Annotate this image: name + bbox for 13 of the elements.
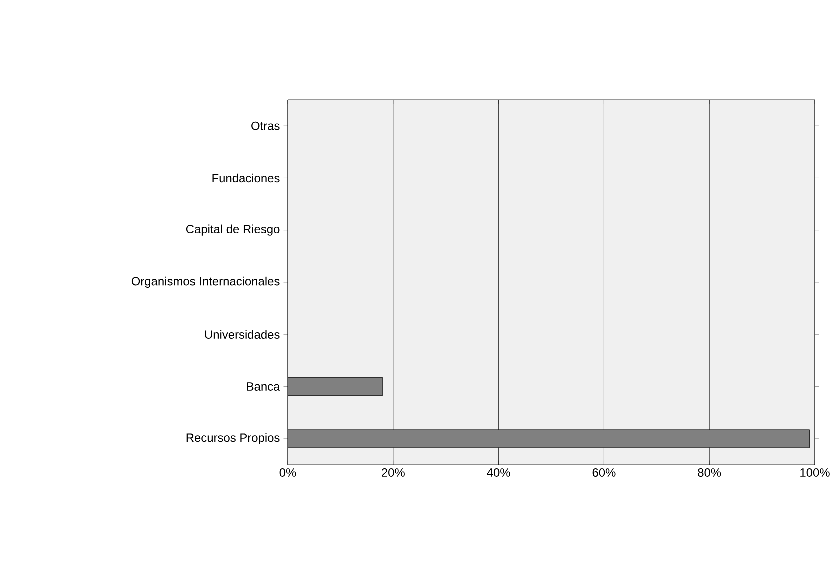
y-tick-label: Otras — [252, 122, 280, 130]
x-tick-label: 0% — [280, 468, 296, 477]
y-tick-label: Recursos Propios — [186, 433, 280, 444]
y-tick-label: Banca — [247, 382, 280, 391]
y-tick-label: Organismos Internacionales — [132, 276, 280, 288]
x-tick-label: 20% — [382, 468, 405, 477]
x-tick-label: 60% — [592, 468, 616, 477]
x-tick-label: 100% — [800, 468, 830, 477]
y-tick-label: Fundaciones — [212, 174, 280, 183]
x-tick-label: 40% — [487, 468, 510, 477]
y-tick-label: Capital de Riesgo — [186, 224, 280, 236]
y-tick-label: Universidades — [205, 330, 280, 340]
x-tick-label: 80% — [698, 468, 722, 477]
